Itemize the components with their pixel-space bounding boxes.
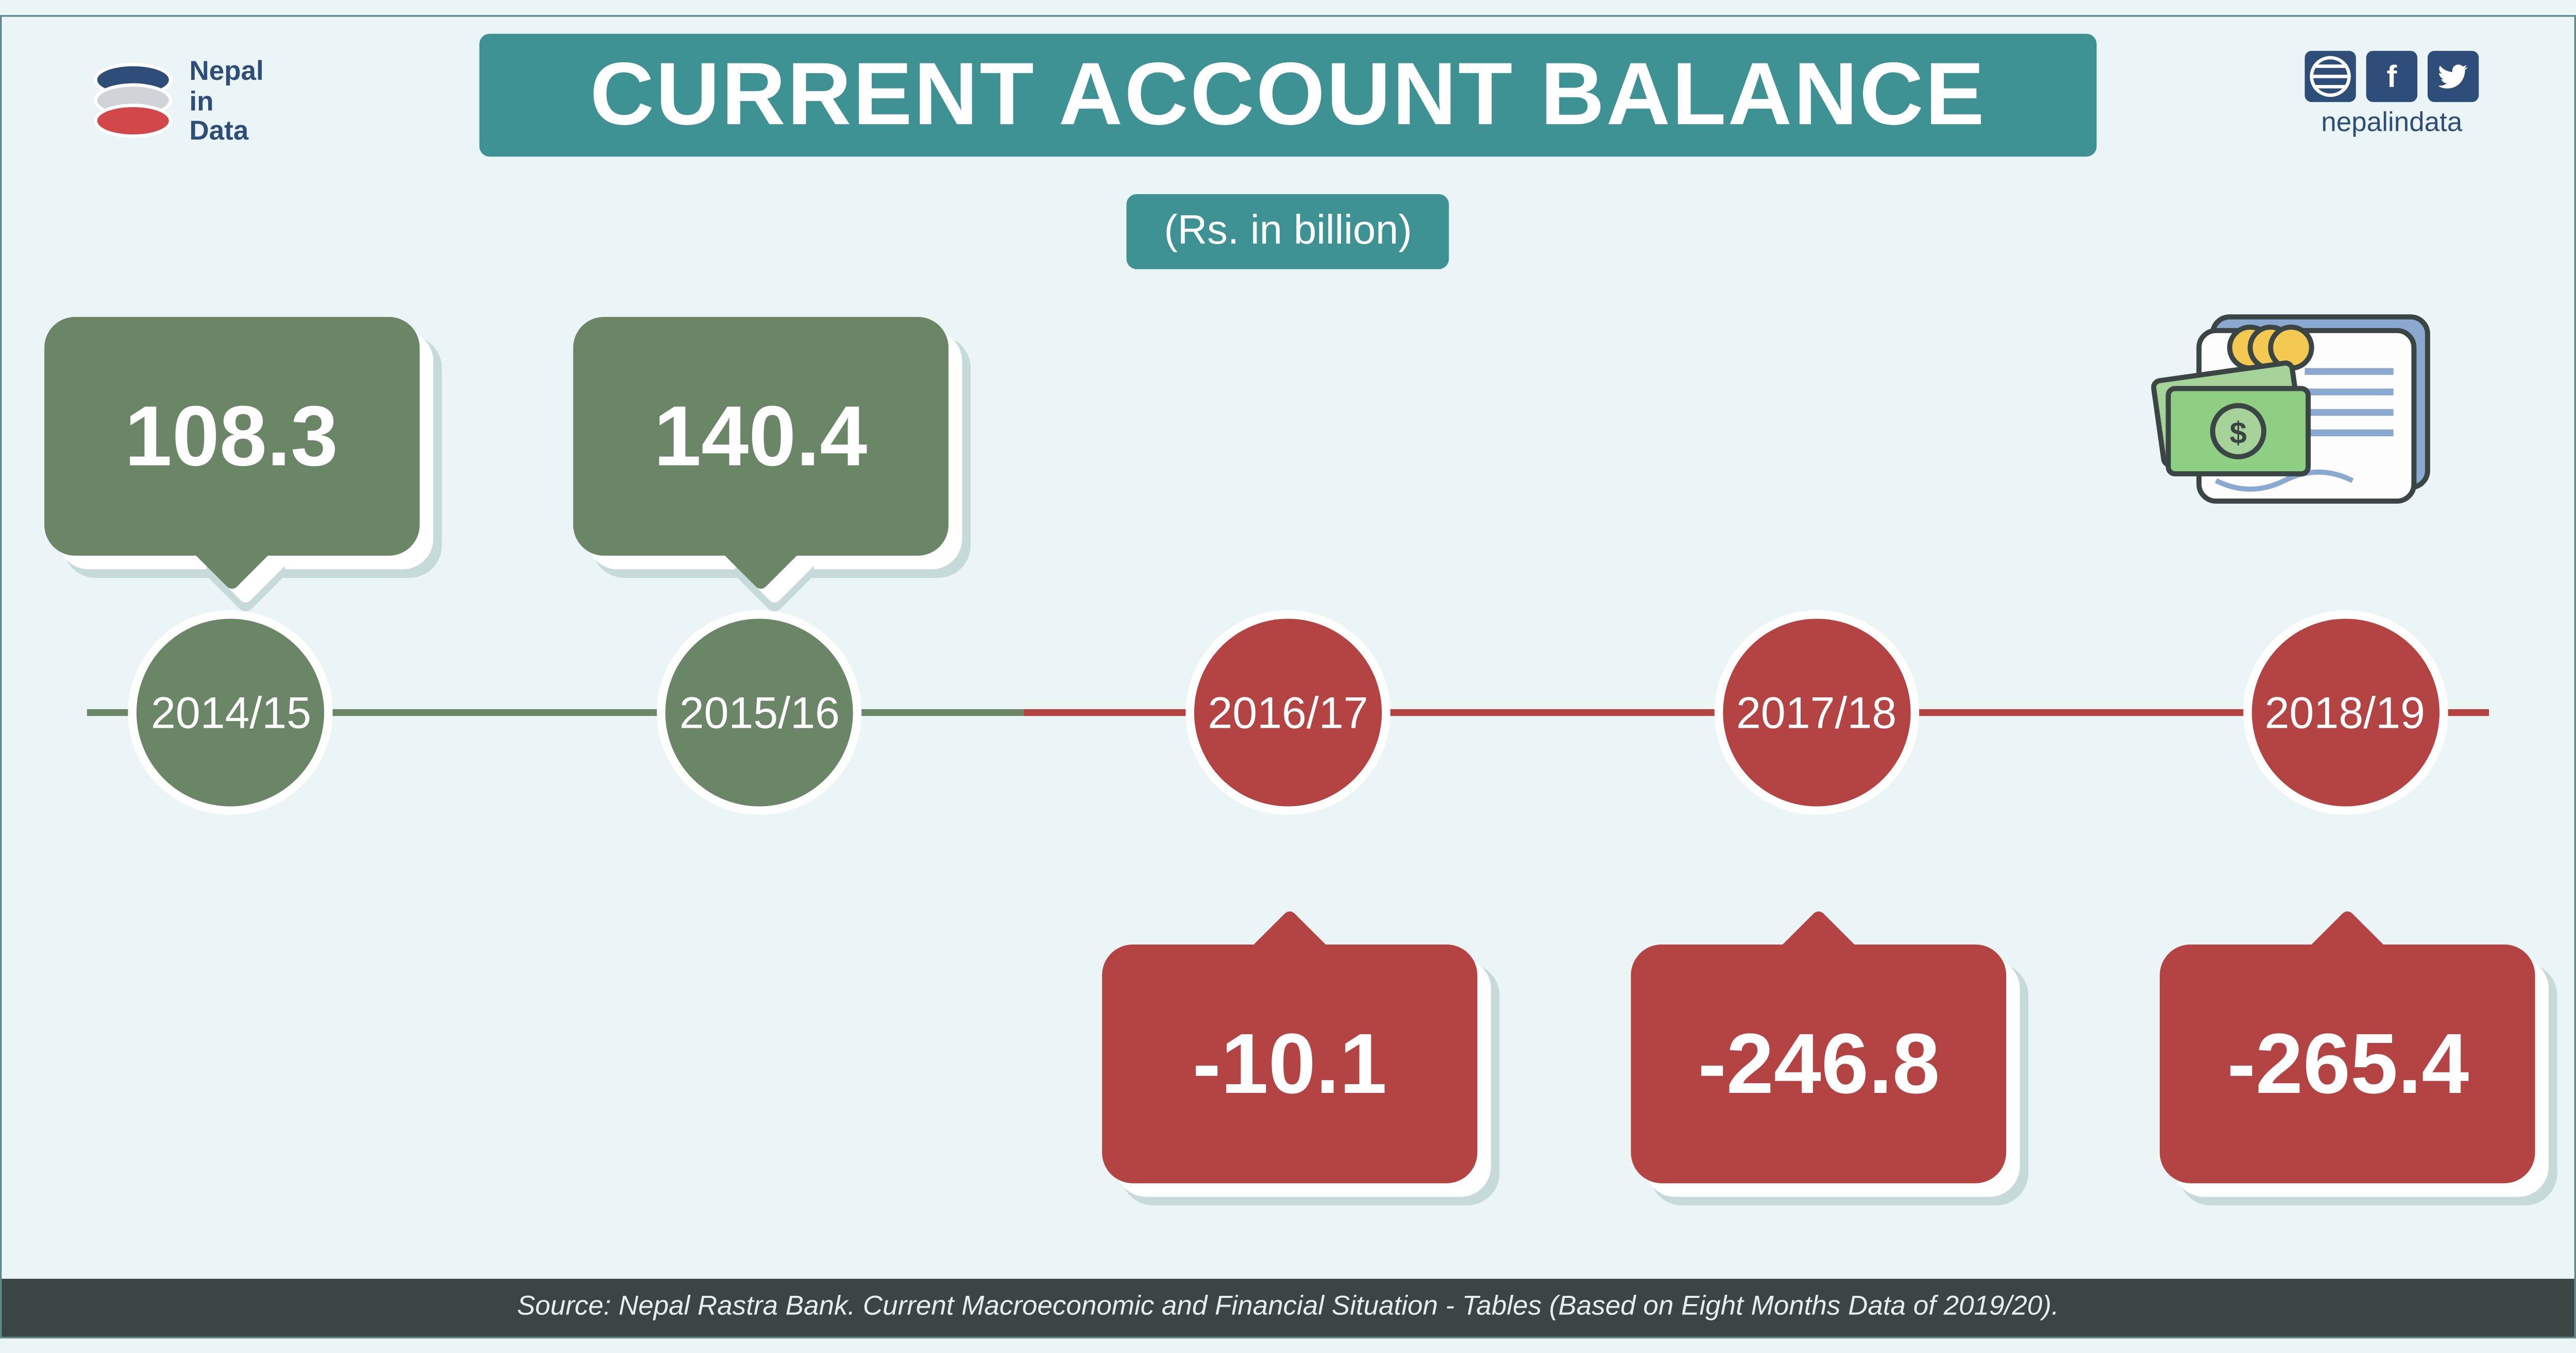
twitter-icon[interactable] (2428, 50, 2479, 101)
brand-line1: Nepal (190, 58, 264, 88)
value-bubble: -246.8 (1631, 944, 2006, 1183)
subtitle-pill: (Rs. in billion) (1126, 194, 1449, 269)
brand-logo: Nepal in Data (94, 58, 264, 148)
globe-icon[interactable] (2305, 50, 2356, 101)
source-footer: Source: Nepal Rastra Bank. Current Macro… (2, 1278, 2574, 1337)
brand-logo-mark (94, 63, 172, 142)
value-bubble: -10.1 (1102, 944, 1477, 1183)
social-block: nepalindata (2305, 50, 2479, 139)
svg-text:$: $ (2230, 415, 2247, 450)
brand-logo-text: Nepal in Data (190, 58, 264, 148)
value-bubble: 140.4 (573, 317, 948, 556)
timeline-node: 2017/18 (1714, 610, 1919, 814)
brand-line3: Data (190, 117, 264, 147)
infographic-canvas: Nepal in Data CURRENT ACCOUNT BALANCE ne… (0, 15, 2576, 1339)
money-illustration-icon: $ (2151, 303, 2441, 507)
timeline-node: 2018/19 (2243, 610, 2447, 814)
facebook-icon[interactable] (2366, 50, 2417, 101)
timeline-node: 2014/15 (129, 610, 333, 814)
logo-ellipse-3 (94, 104, 172, 138)
page-title: CURRENT ACCOUNT BALANCE (479, 33, 2096, 156)
social-handle: nepalindata (2305, 109, 2479, 140)
timeline-node: 2015/16 (657, 610, 862, 814)
timeline-axis: 2014/152015/162016/172017/182018/19 (87, 709, 2489, 715)
brand-line2: in (190, 88, 264, 117)
value-bubble: -265.4 (2160, 944, 2535, 1183)
timeline-node: 2016/17 (1185, 610, 1390, 814)
social-icons (2305, 50, 2479, 101)
value-bubble: 108.3 (44, 317, 419, 556)
